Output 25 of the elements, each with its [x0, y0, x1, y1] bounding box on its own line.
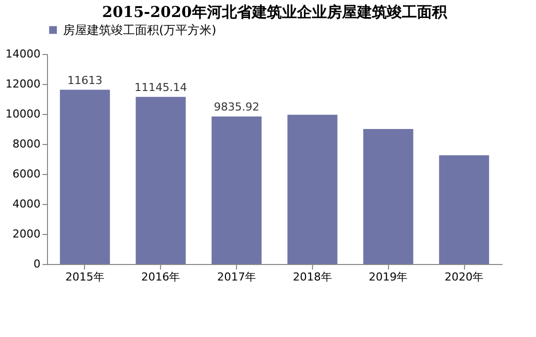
- bar: [363, 129, 414, 264]
- bar: [60, 90, 110, 264]
- y-tick-label: 10000: [6, 108, 40, 120]
- bar: [212, 116, 262, 264]
- y-tick-label: 0: [34, 258, 40, 270]
- x-tick-label: 2020年: [444, 270, 484, 284]
- chart-title: 2015-2020年河北省建筑业企业房屋建筑竣工面积: [102, 3, 448, 21]
- y-tick-label: 2000: [12, 228, 40, 240]
- x-tick-label: 2016年: [141, 270, 180, 284]
- y-tick-label: 12000: [6, 78, 40, 90]
- x-tick-label: 2018年: [292, 270, 332, 284]
- y-tick-label: 4000: [12, 198, 40, 210]
- bar: [136, 96, 186, 264]
- bar: [439, 155, 490, 264]
- x-tick-label: 2019年: [368, 270, 408, 284]
- legend-label: 房屋建筑竣工面积(万平方米): [63, 23, 216, 37]
- y-tick-label: 6000: [12, 168, 40, 180]
- bar: [287, 114, 338, 264]
- y-tick-label: 14000: [6, 48, 40, 60]
- y-tick-label: 8000: [12, 138, 40, 150]
- x-tick-label: 2017年: [217, 270, 256, 284]
- data-label: 11613: [67, 74, 102, 87]
- data-label: 9835.92: [214, 100, 260, 114]
- x-tick-label: 2015年: [65, 270, 104, 284]
- data-label: 11145.14: [134, 80, 187, 94]
